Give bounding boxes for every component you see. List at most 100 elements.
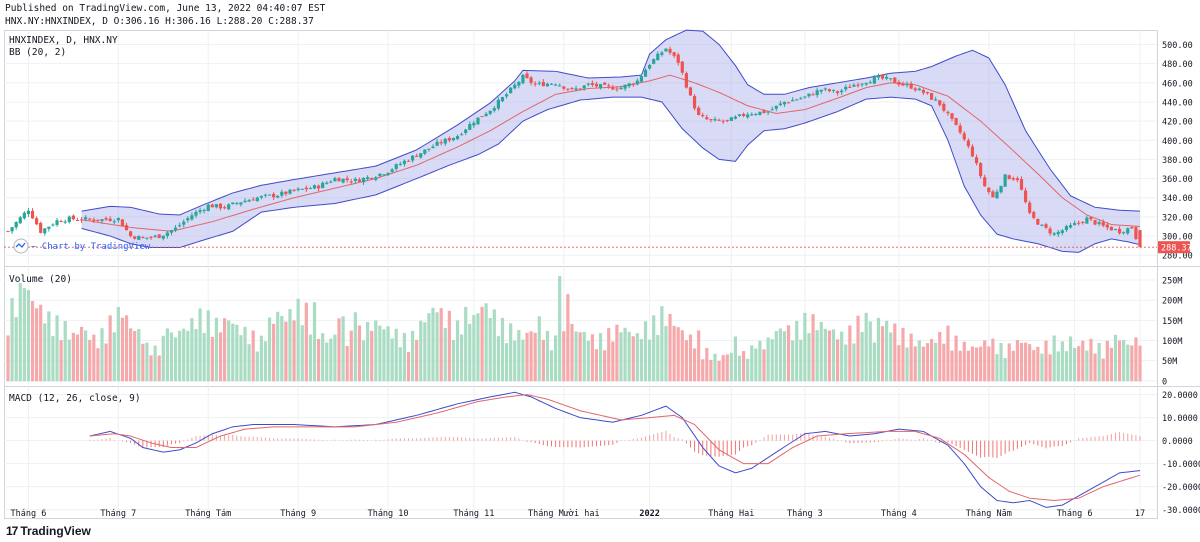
candle[interactable]	[382, 173, 386, 176]
candle[interactable]	[725, 119, 729, 123]
candle[interactable]	[537, 80, 541, 86]
volume-bar[interactable]	[345, 346, 349, 382]
volume-bar[interactable]	[120, 317, 125, 382]
tradingview-brand[interactable]: 17 TradingView	[6, 524, 91, 538]
volume-bar[interactable]	[1036, 346, 1040, 382]
candle[interactable]	[460, 132, 464, 136]
volume-bar[interactable]	[795, 320, 799, 382]
candle[interactable]	[386, 172, 390, 177]
volume-bar[interactable]	[504, 343, 509, 382]
candle[interactable]	[67, 215, 71, 224]
candle[interactable]	[1068, 222, 1073, 229]
candle[interactable]	[308, 186, 313, 190]
volume-bar[interactable]	[292, 320, 296, 382]
volume-bar[interactable]	[39, 304, 43, 382]
volume-bar[interactable]	[63, 321, 67, 382]
candle[interactable]	[925, 91, 930, 95]
volume-bar[interactable]	[141, 343, 145, 382]
volume-bar[interactable]	[378, 325, 382, 382]
candle[interactable]	[954, 117, 958, 126]
volume-bar[interactable]	[263, 341, 268, 382]
volume-bar[interactable]	[394, 328, 398, 382]
candle[interactable]	[1044, 222, 1048, 230]
candle[interactable]	[946, 110, 950, 116]
volume-bar[interactable]	[852, 343, 856, 382]
candle[interactable]	[349, 179, 353, 185]
candle[interactable]	[701, 112, 705, 118]
volume-bar[interactable]	[124, 315, 129, 382]
candle[interactable]	[709, 118, 713, 123]
candle[interactable]	[815, 87, 819, 98]
volume-bar[interactable]	[1117, 340, 1122, 382]
volume-bar[interactable]	[353, 312, 357, 382]
volume-bar[interactable]	[635, 333, 639, 382]
candle[interactable]	[872, 75, 876, 85]
volume-bar[interactable]	[206, 310, 210, 382]
volume-bar[interactable]	[1089, 338, 1093, 382]
volume-bar[interactable]	[958, 350, 962, 382]
volume-bar[interactable]	[607, 328, 611, 382]
candle[interactable]	[1077, 220, 1081, 226]
candle[interactable]	[590, 80, 594, 88]
candle[interactable]	[276, 195, 280, 199]
candle[interactable]	[353, 177, 357, 184]
volume-bar[interactable]	[823, 328, 827, 382]
candle[interactable]	[415, 153, 419, 157]
candle[interactable]	[648, 63, 652, 70]
candle[interactable]	[480, 116, 484, 118]
volume-bar[interactable]	[14, 317, 18, 382]
volume-bar[interactable]	[537, 316, 541, 382]
candle[interactable]	[488, 110, 492, 116]
volume-bar[interactable]	[165, 328, 169, 382]
candle[interactable]	[864, 82, 868, 86]
volume-bar[interactable]	[876, 317, 881, 382]
candle[interactable]	[124, 222, 129, 231]
candle[interactable]	[137, 235, 141, 240]
volume-bar[interactable]	[137, 328, 141, 382]
candle[interactable]	[484, 112, 488, 117]
volume-bar[interactable]	[799, 339, 803, 382]
volume-bar[interactable]	[419, 320, 423, 382]
candle[interactable]	[43, 227, 47, 236]
candle[interactable]	[198, 207, 202, 215]
candle[interactable]	[423, 149, 427, 156]
candle[interactable]	[206, 202, 210, 212]
candle[interactable]	[966, 138, 970, 149]
candle[interactable]	[1007, 174, 1011, 180]
candle[interactable]	[173, 225, 178, 233]
candle[interactable]	[464, 128, 468, 136]
volume-bar[interactable]	[415, 339, 419, 382]
candle[interactable]	[267, 194, 272, 196]
volume-bar[interactable]	[173, 337, 178, 382]
volume-bar[interactable]	[680, 330, 684, 382]
candle[interactable]	[856, 82, 860, 88]
candle[interactable]	[938, 100, 942, 107]
volume-bar[interactable]	[59, 340, 63, 382]
candle[interactable]	[6, 230, 10, 233]
candle[interactable]	[868, 80, 872, 84]
candle[interactable]	[697, 105, 701, 116]
candle[interactable]	[921, 88, 926, 96]
candle[interactable]	[733, 115, 738, 120]
volume-bar[interactable]	[709, 359, 713, 382]
candle[interactable]	[750, 112, 754, 116]
candle[interactable]	[623, 84, 627, 92]
candle[interactable]	[811, 92, 815, 96]
candle[interactable]	[210, 203, 214, 208]
volume-bar[interactable]	[35, 308, 39, 382]
candle[interactable]	[950, 113, 954, 122]
volume-bar[interactable]	[153, 345, 157, 382]
candle[interactable]	[754, 112, 758, 116]
candle[interactable]	[1085, 215, 1089, 224]
volume-bar[interactable]	[729, 352, 733, 382]
volume-bar[interactable]	[766, 337, 770, 382]
candle[interactable]	[970, 144, 975, 158]
volume-bar[interactable]	[1011, 350, 1015, 382]
volume-bar[interactable]	[464, 306, 468, 382]
volume-bar[interactable]	[533, 332, 537, 382]
volume-bar[interactable]	[288, 309, 292, 382]
volume-bar[interactable]	[917, 340, 921, 382]
volume-bar[interactable]	[835, 339, 840, 382]
candle[interactable]	[1073, 220, 1077, 226]
volume-bar[interactable]	[6, 335, 10, 382]
